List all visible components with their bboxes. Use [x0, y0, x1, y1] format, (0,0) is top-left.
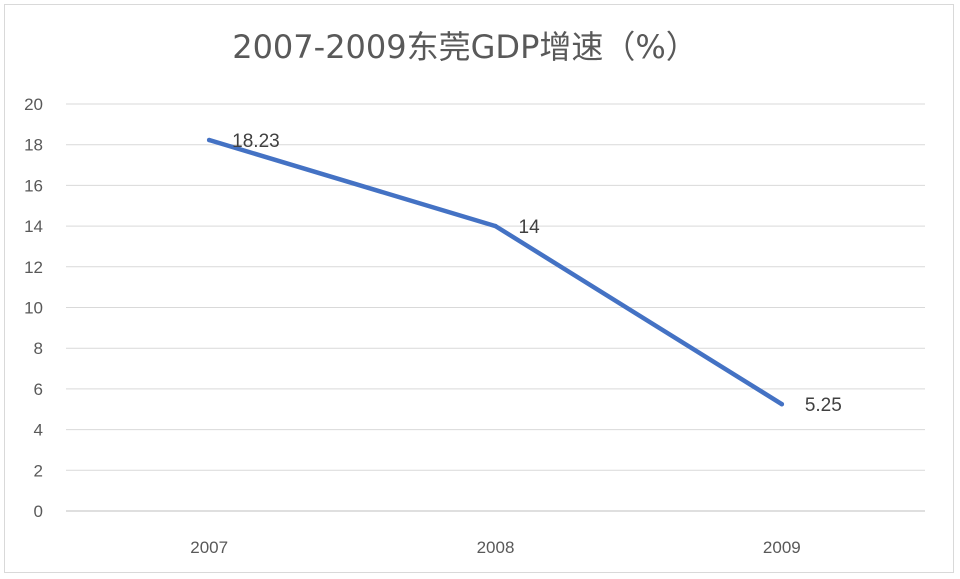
chart-title: 2007-2009东莞GDP增速（%） — [232, 28, 698, 66]
x-tick-label: 2007 — [190, 538, 228, 557]
series-layer — [206, 137, 785, 407]
y-tick-label: 10 — [24, 299, 43, 318]
data-label: 5.25 — [805, 395, 842, 416]
chart-frame — [4, 4, 954, 573]
y-tick-label: 20 — [24, 95, 43, 114]
gridlines — [66, 103, 925, 512]
y-tick-label: 8 — [34, 339, 43, 358]
data-point — [206, 137, 212, 143]
x-tick-label: 2009 — [763, 538, 801, 557]
y-tick-label: 0 — [34, 502, 43, 521]
x-tick-label: 2008 — [477, 538, 515, 557]
y-tick-label: 6 — [34, 380, 43, 399]
y-tick-label: 18 — [24, 136, 43, 155]
y-tick-label: 12 — [24, 258, 43, 277]
data-point — [493, 223, 498, 229]
data-label: 18.23 — [232, 131, 280, 152]
series-line — [206, 137, 785, 407]
data-label: 14 — [519, 217, 541, 238]
y-tick-label: 14 — [24, 217, 43, 236]
x-axis-ticks: 2007 2008 2009 — [190, 538, 800, 557]
y-tick-label: 4 — [34, 421, 43, 440]
data-point — [779, 401, 785, 407]
y-axis-ticks: 0 2 4 6 8 10 12 14 16 18 20 — [24, 95, 43, 521]
data-labels: 18.23 14 5.25 — [232, 131, 842, 416]
y-tick-label: 16 — [24, 176, 43, 195]
y-tick-label: 2 — [34, 461, 43, 480]
